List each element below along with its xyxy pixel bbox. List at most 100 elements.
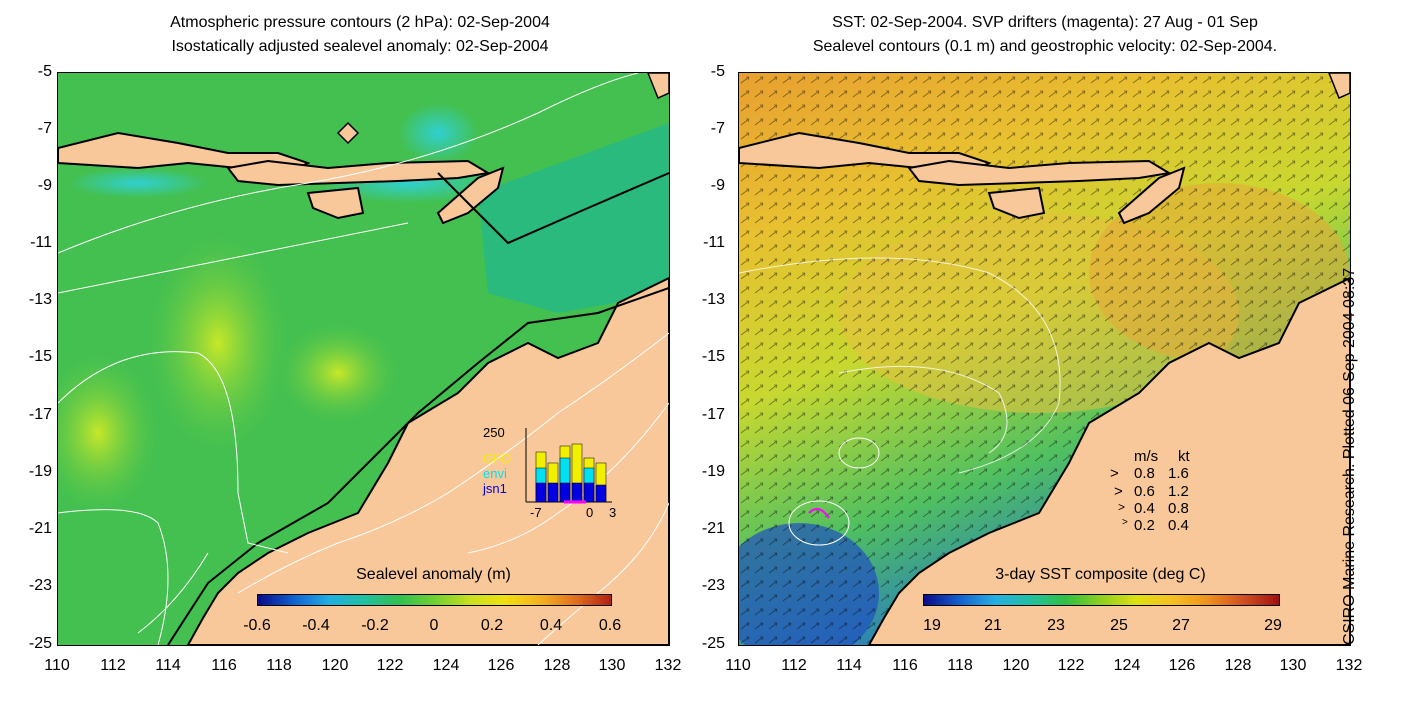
anomaly-high-blob	[148, 233, 288, 453]
inset-xlabel-zero: 0	[586, 505, 594, 520]
velocity-legend-ms: 0.8	[1134, 465, 1155, 482]
left-colorbar-title: Sealevel anomaly (m)	[356, 566, 511, 583]
velocity-legend-kt: 0.8	[1168, 500, 1189, 517]
right-y-tick: -11	[703, 234, 725, 251]
left-y-tick: -17	[28, 406, 52, 423]
pressure-contour	[58, 73, 639, 254]
right-y-tick: -19	[701, 463, 725, 480]
sumba-island	[306, 186, 365, 220]
left-colorbar-label: 0.2	[480, 617, 504, 634]
right-title-line2: Sealevel contours (0.1 m) and geostrophi…	[812, 38, 1278, 55]
lesser-sunda-islands	[907, 159, 1172, 187]
left-colorbar-label: -0.6	[243, 617, 271, 634]
left-x-tick: 112	[100, 657, 126, 674]
velocity-arrow-icon: >	[1110, 465, 1119, 482]
small-island	[336, 121, 360, 145]
inset-bar	[547, 482, 559, 503]
left-x-tick: 116	[211, 657, 237, 674]
left-colorbar-label: 0.4	[539, 617, 563, 634]
sumba-island	[987, 186, 1046, 220]
right-x-tick: 112	[781, 657, 807, 674]
pressure-contour	[58, 222, 409, 294]
velocity-legend-header-ms: m/s	[1134, 448, 1159, 465]
sealevel-colorbar	[257, 594, 612, 606]
right-y-tick: -7	[710, 120, 725, 137]
right-x-tick: 132	[1335, 657, 1363, 674]
australia-land	[867, 276, 1350, 645]
sealevel-contour	[788, 500, 850, 546]
velocity-legend-header-kt: kt	[1178, 448, 1190, 465]
right-y-tick: -23	[701, 577, 725, 594]
svp-drifter-track	[808, 508, 830, 519]
right-y-tick: -13	[701, 291, 725, 308]
right-x-tick: 128	[1224, 657, 1252, 674]
inset-legend-jsn1: jsn1	[483, 481, 507, 496]
timor-island	[436, 166, 505, 225]
velocity-legend-kt: 1.6	[1168, 465, 1189, 482]
right-title-line1: SST: 02-Sep-2004. SVP drifters (magenta)…	[832, 14, 1258, 31]
pressure-contour	[537, 502, 669, 645]
inset-xlabel-end: 3	[609, 505, 617, 520]
velocity-arrow-icon: >	[1118, 500, 1126, 514]
left-y-tick: -21	[28, 520, 52, 537]
left-colorbar-label: -0.2	[361, 617, 389, 634]
right-x-tick: 124	[1113, 657, 1141, 674]
left-y-tick: -11	[30, 234, 52, 251]
anomaly-low-blob	[68, 168, 208, 198]
isobath-line	[437, 172, 669, 245]
left-y-tick: -25	[28, 635, 52, 652]
inset-bar	[583, 482, 595, 503]
sst-map	[738, 72, 1351, 646]
velocity-legend-ms: 0.6	[1134, 483, 1155, 500]
right-x-tick: 110	[725, 657, 751, 674]
pressure-contour	[467, 402, 669, 554]
left-x-tick: 120	[321, 657, 349, 674]
right-y-tick: -15	[701, 348, 725, 365]
inset-ymax-label: 250	[483, 425, 505, 440]
sealevel-anomaly-map	[57, 72, 670, 646]
right-colorbar-label: 27	[1172, 617, 1190, 634]
small-island	[1328, 73, 1350, 100]
pressure-contour	[137, 552, 209, 634]
right-colorbar-title: 3-day SST composite (deg C)	[995, 566, 1206, 583]
inset-bars	[535, 443, 607, 503]
inset-bar	[535, 482, 547, 503]
small-island	[647, 73, 669, 100]
inset-bar	[595, 484, 607, 503]
sst-map-svg	[739, 73, 1350, 645]
left-y-tick: -15	[28, 348, 52, 365]
anomaly-low-blob	[398, 103, 478, 163]
pressure-contour	[58, 351, 289, 554]
left-x-tick: 110	[44, 657, 70, 674]
left-title-line2: Isostatically adjusted sealevel anomaly:…	[171, 38, 549, 55]
pressure-contour	[58, 509, 169, 645]
inset-xlabel-start: -7	[530, 505, 542, 520]
inset-legend-gfo: GFO	[483, 451, 512, 466]
inset-bar	[571, 482, 583, 503]
inset-legend-envi: envi	[483, 466, 507, 481]
right-colorbar-label: 25	[1110, 617, 1128, 634]
left-x-tick: 122	[376, 657, 404, 674]
left-x-tick: 132	[654, 657, 682, 674]
velocity-arrow-icon: >	[1122, 517, 1128, 528]
velocity-legend-ms: 0.2	[1134, 517, 1155, 534]
anomaly-high-blob	[58, 353, 158, 513]
velocity-legend-ms: 0.4	[1134, 500, 1155, 517]
sealevel-contour	[739, 257, 1061, 474]
right-x-tick: 116	[892, 657, 918, 674]
right-y-tick: -5	[710, 63, 725, 80]
left-x-tick: 128	[543, 657, 571, 674]
left-x-tick: 130	[598, 657, 626, 674]
right-y-tick: -25	[701, 635, 725, 652]
sealevel-contour	[838, 437, 880, 469]
velocity-legend-kt: 0.4	[1168, 517, 1189, 534]
right-colorbar-label: 23	[1047, 617, 1065, 634]
velocity-legend-kt: 1.2	[1168, 483, 1189, 500]
left-x-tick: 114	[155, 657, 181, 674]
right-x-tick: 114	[836, 657, 862, 674]
right-colorbar-label: 19	[923, 617, 941, 634]
right-x-tick: 126	[1168, 657, 1196, 674]
left-x-tick: 126	[487, 657, 515, 674]
left-y-tick: -7	[37, 120, 52, 137]
sst-colorbar	[923, 594, 1280, 606]
